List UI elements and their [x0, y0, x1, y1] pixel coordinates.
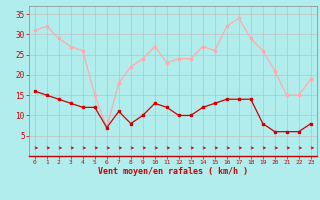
X-axis label: Vent moyen/en rafales ( km/h ): Vent moyen/en rafales ( km/h )	[98, 167, 248, 176]
